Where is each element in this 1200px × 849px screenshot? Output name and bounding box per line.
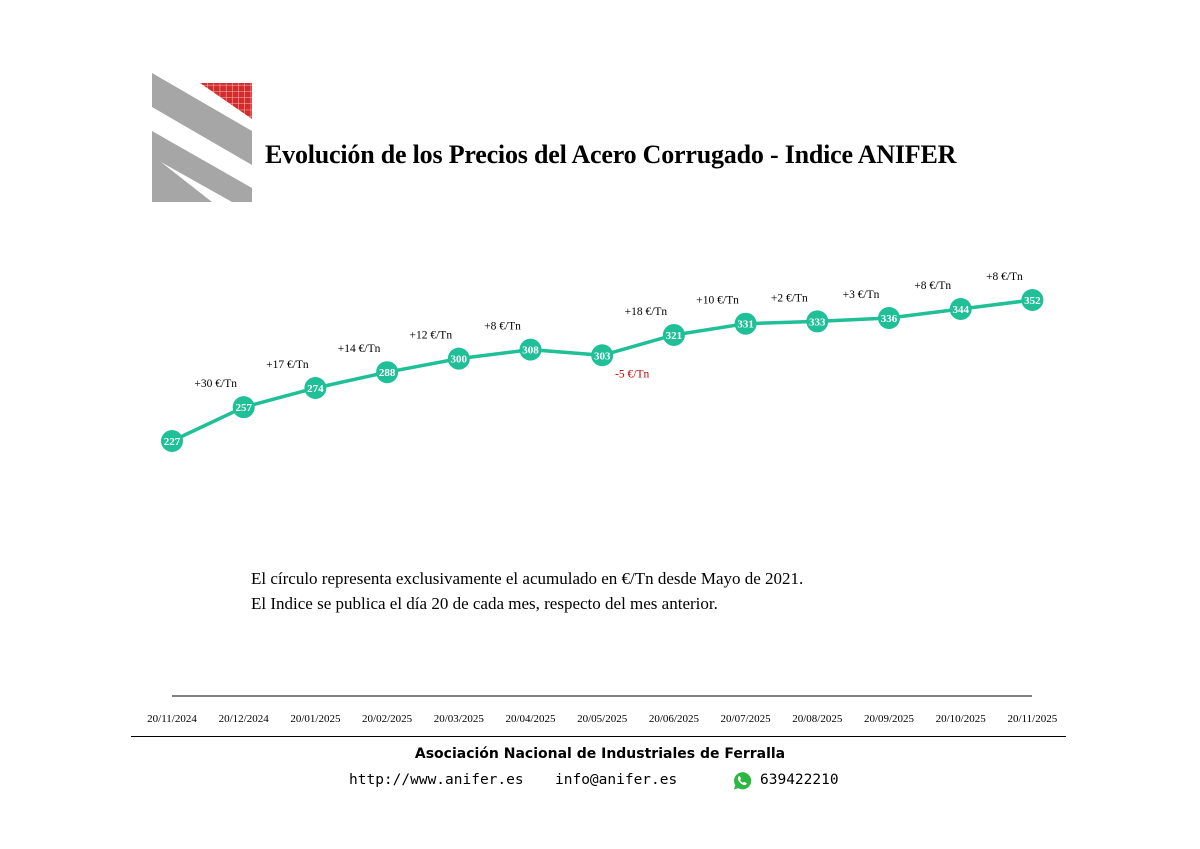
footer-email-link[interactable]: info@anifer.es	[555, 772, 678, 788]
x-tick-label: 20/07/2025	[721, 713, 772, 725]
change-annotation: +10 €/Tn	[696, 295, 739, 307]
x-tick-label: 20/11/2024	[147, 713, 197, 725]
data-point	[878, 307, 900, 330]
x-tick-label: 20/09/2025	[864, 713, 915, 725]
x-tick-label: 20/11/2025	[1008, 713, 1058, 725]
change-annotation: +17 €/Tn	[266, 359, 309, 371]
x-tick-label: 20/04/2025	[505, 713, 556, 725]
data-label: 333	[809, 316, 826, 328]
data-point	[376, 361, 399, 384]
data-label: 227	[164, 436, 181, 448]
x-tick-label: 20/10/2025	[936, 713, 987, 725]
data-label: 274	[307, 383, 324, 395]
change-annotation: +8 €/Tn	[986, 271, 1023, 283]
change-annotation: +30 €/Tn	[194, 378, 237, 390]
anifer-logo	[152, 73, 252, 202]
data-label: 331	[737, 319, 754, 331]
data-point	[304, 376, 327, 399]
whatsapp-icon	[734, 772, 752, 790]
x-tick-label: 20/12/2024	[219, 713, 270, 725]
chart-notes: El círculo representa exclusivamente el …	[251, 566, 803, 616]
x-tick-label: 20/03/2025	[434, 713, 485, 725]
data-label: 257	[235, 402, 252, 414]
x-tick-label: 20/02/2025	[362, 713, 413, 725]
data-point	[161, 430, 183, 452]
data-label: 288	[379, 367, 396, 379]
data-point	[591, 344, 614, 367]
x-tick-label: 20/01/2025	[290, 713, 341, 725]
data-label: 303	[594, 350, 611, 362]
change-annotation: +2 €/Tn	[771, 292, 808, 304]
price-index-chart: 20/11/2024 20/12/2024 20/01/2025 20/02/2025…	[147, 271, 1058, 725]
data-point	[662, 323, 685, 346]
x-tick-label: 20/06/2025	[649, 713, 700, 725]
data-point	[447, 347, 470, 370]
change-annotation: +14 €/Tn	[338, 343, 381, 355]
data-label: 336	[881, 313, 898, 325]
change-annotation: +3 €/Tn	[843, 289, 880, 301]
data-label: 352	[1024, 295, 1041, 307]
note-line-2: El Indice se publica el día 20 de cada m…	[251, 594, 718, 613]
footer-website-link[interactable]: http://www.anifer.es	[349, 772, 524, 788]
data-label: 344	[952, 304, 969, 316]
data-point	[519, 338, 542, 361]
data-point	[734, 312, 757, 335]
data-label: 300	[451, 354, 468, 366]
footer-organization: Asociación Nacional de Industriales de F…	[414, 746, 786, 762]
data-point	[232, 396, 255, 419]
data-label: 321	[666, 330, 683, 342]
data-point	[1021, 289, 1044, 311]
note-line-1: El círculo representa exclusivamente el …	[251, 569, 804, 588]
x-tick-label: 20/05/2025	[577, 713, 628, 725]
change-annotation: +18 €/Tn	[625, 306, 668, 318]
change-annotation: +12 €/Tn	[410, 330, 453, 342]
footer-phone[interactable]: 639422210	[760, 772, 839, 788]
change-annotation: +8 €/Tn	[484, 321, 521, 333]
data-point	[806, 310, 829, 333]
data-label: 308	[522, 345, 539, 357]
data-point	[949, 298, 972, 321]
footer-divider	[131, 736, 1066, 737]
x-tick-label: 20/08/2025	[792, 713, 843, 725]
change-annotation: -5 €/Tn	[615, 368, 649, 380]
page-title: Evolución de los Precios del Acero Corru…	[265, 140, 957, 169]
change-annotation: +8 €/Tn	[914, 280, 951, 292]
